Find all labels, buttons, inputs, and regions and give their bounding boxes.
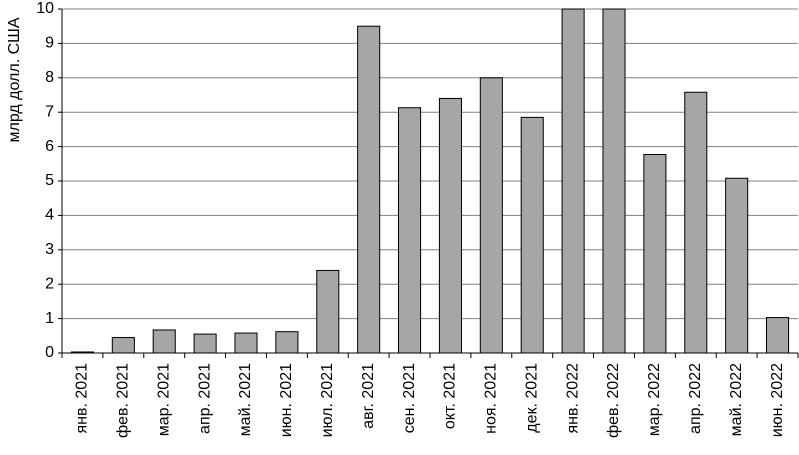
x-tick-label: авг. 2021: [360, 363, 377, 429]
x-tick-label: апр. 2021: [196, 363, 213, 434]
bar: [602, 8, 626, 354]
x-tick-label: май. 2022: [728, 363, 745, 436]
bar: [684, 91, 708, 354]
bar: [316, 269, 340, 354]
x-tick-label: фев. 2021: [115, 363, 132, 438]
x-tick-label: июн. 2021: [278, 363, 295, 437]
x-tick-label: окт. 2021: [442, 363, 459, 429]
y-tick-label: 6: [45, 138, 54, 155]
y-tick-label: 7: [45, 103, 54, 120]
y-tick-label: 5: [45, 172, 54, 189]
bar: [438, 97, 462, 354]
y-tick-label: 8: [45, 69, 54, 86]
bar: [357, 25, 381, 354]
y-tick-label: 2: [45, 275, 54, 292]
x-tick-label: дек. 2021: [523, 363, 540, 433]
x-tick-label: сен. 2021: [401, 363, 418, 433]
bar: [520, 116, 544, 354]
x-tick-label: мар. 2021: [155, 363, 172, 436]
x-tick-label: фев. 2022: [605, 363, 622, 438]
y-tick-label: 1: [45, 310, 54, 327]
x-tick-label: май. 2021: [237, 363, 254, 436]
y-tick-label: 0: [45, 344, 54, 361]
x-tick-label: янв. 2022: [564, 363, 581, 434]
x-tick-label: июл. 2021: [319, 363, 336, 438]
bar: [275, 331, 299, 354]
bar: [111, 337, 135, 354]
bar: [725, 177, 749, 354]
y-tick-label: 3: [45, 241, 54, 258]
y-tick-label: 10: [36, 0, 54, 17]
bar: [152, 329, 176, 354]
bar: [479, 77, 503, 354]
bar: [234, 332, 258, 354]
x-tick-label: янв. 2021: [74, 363, 91, 434]
bar: [398, 107, 422, 354]
bar: [766, 317, 790, 354]
x-tick-label: июн. 2022: [769, 363, 786, 437]
x-tick-label: мар. 2022: [646, 363, 663, 436]
y-tick-label: 4: [45, 207, 54, 224]
y-axis-label: млрд долл. США: [6, 17, 23, 142]
bar: [561, 8, 585, 354]
y-tick-label: 9: [45, 35, 54, 52]
x-tick-label: ноя. 2021: [483, 363, 500, 434]
bar: [193, 333, 217, 354]
x-tick-label: апр. 2022: [687, 363, 704, 434]
bar: [643, 154, 667, 354]
